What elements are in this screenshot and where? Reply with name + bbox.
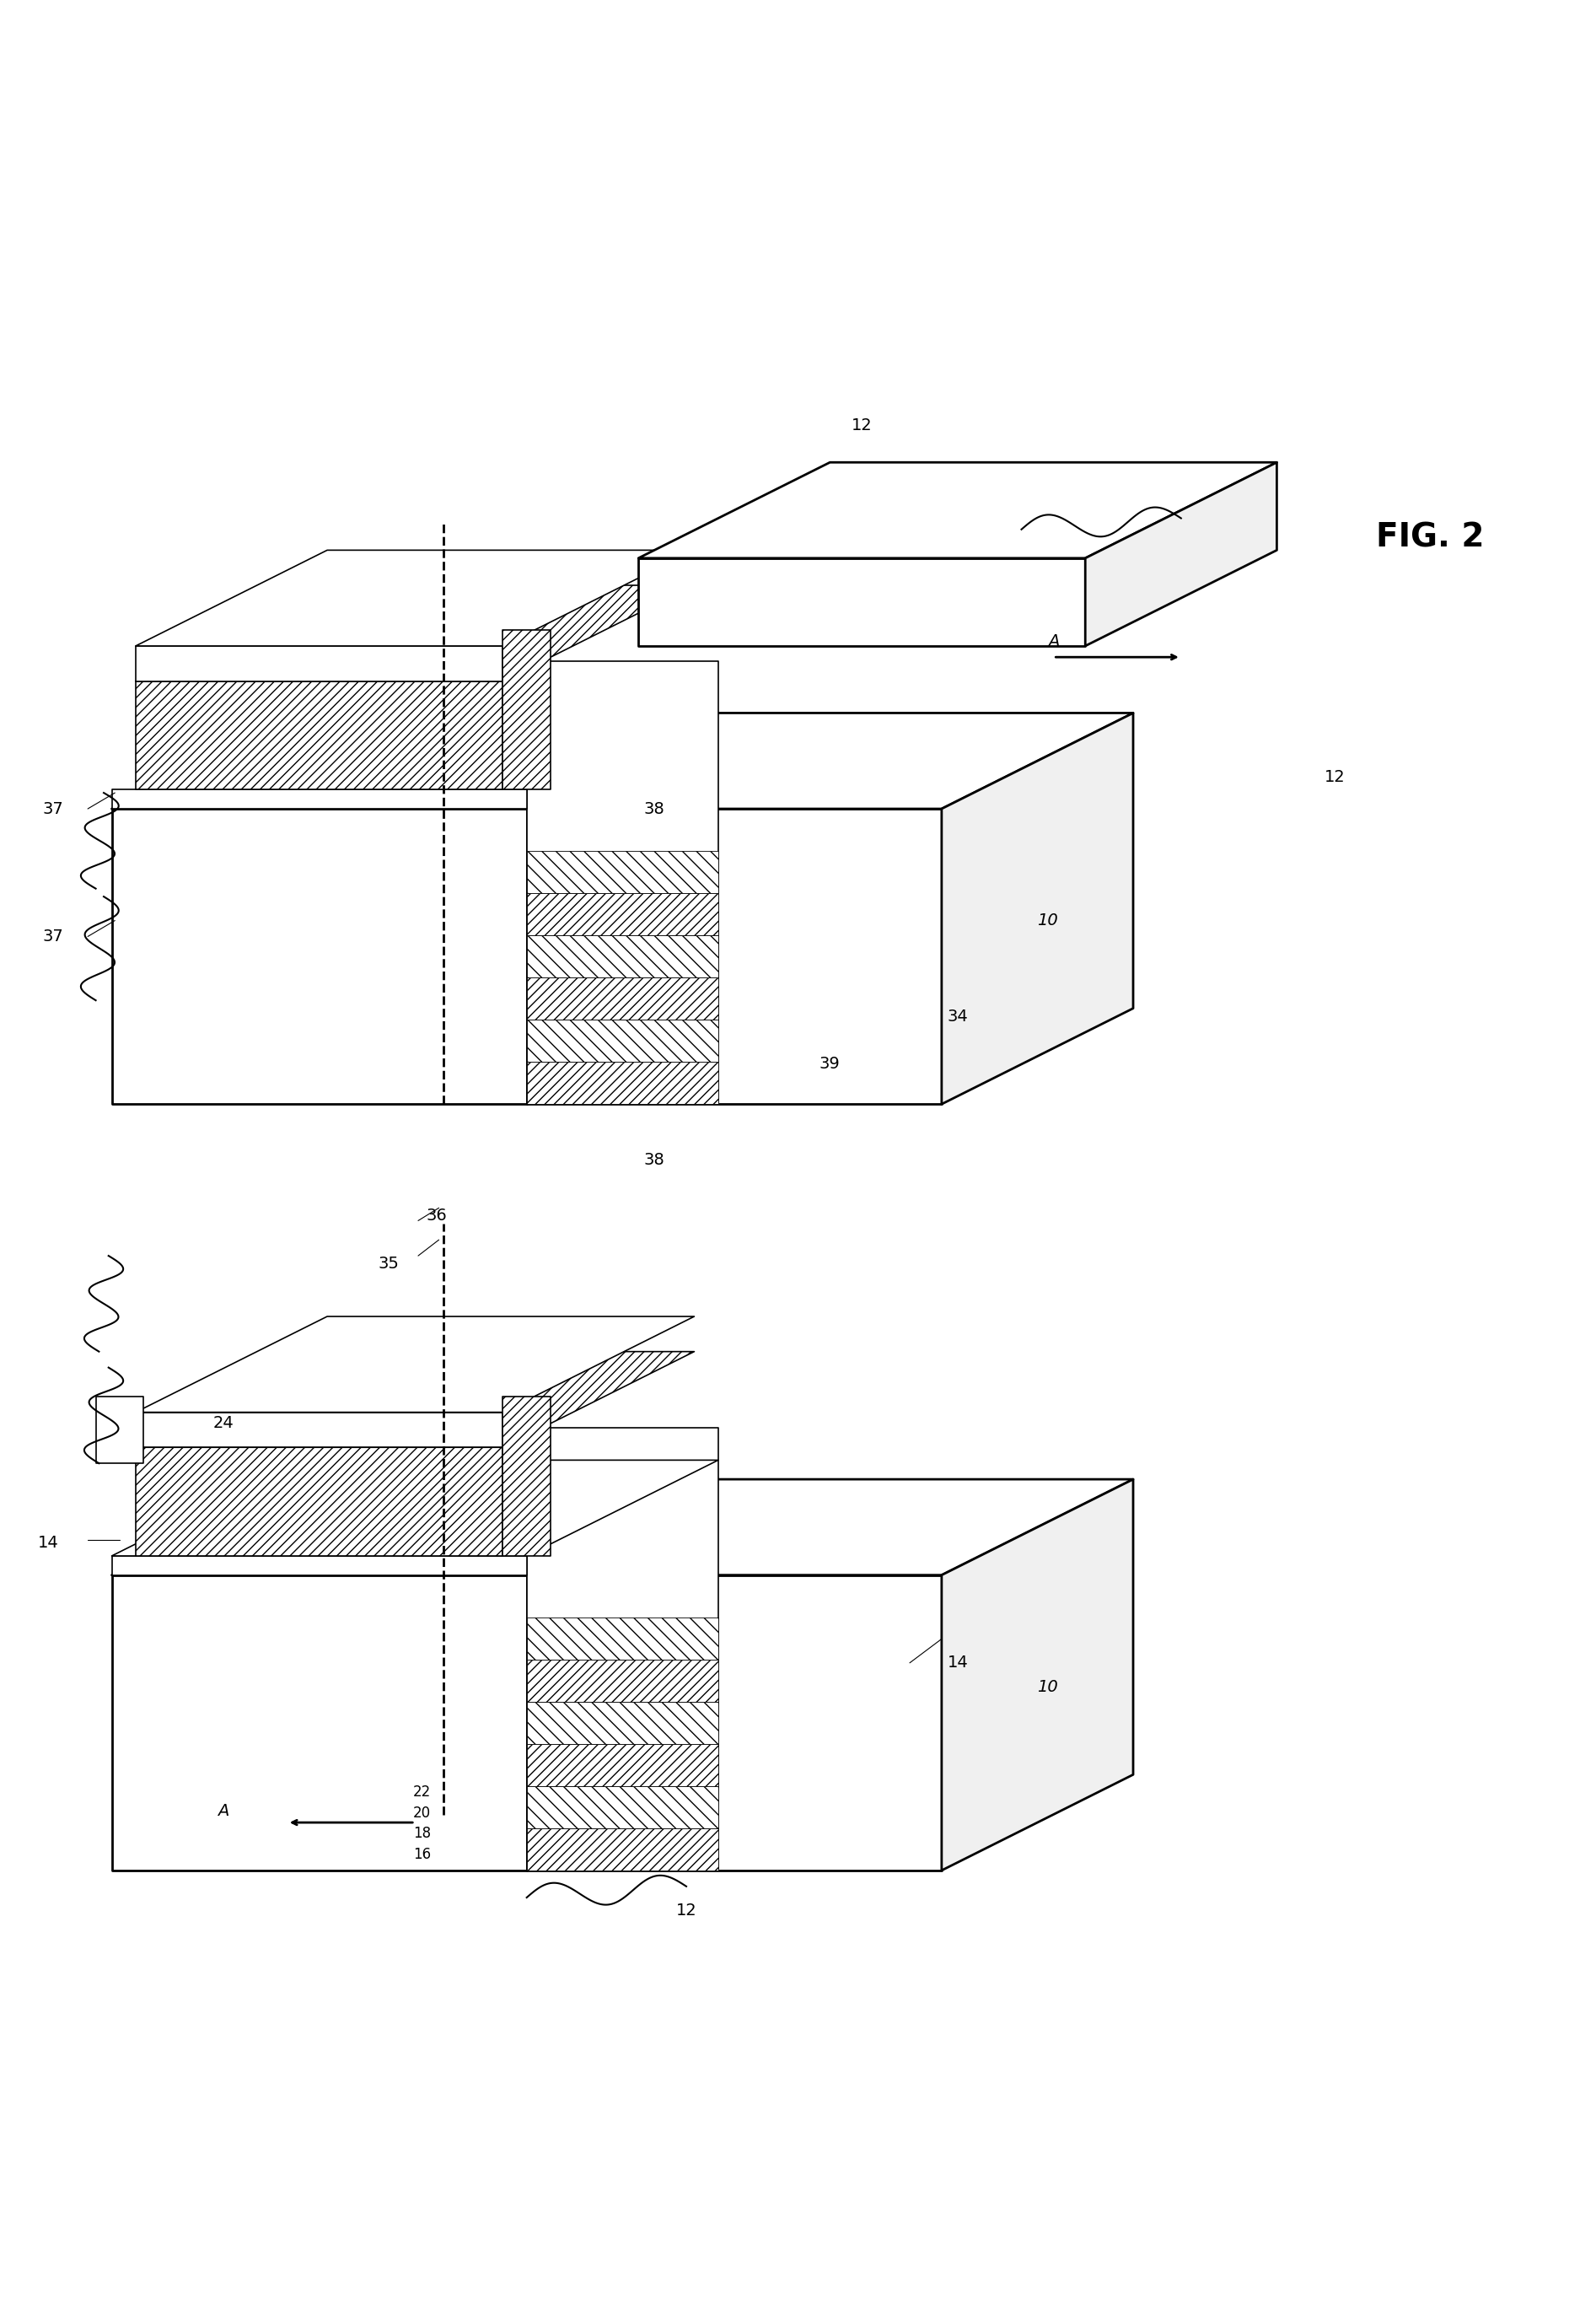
Polygon shape [527, 1021, 718, 1063]
Text: 37: 37 [43, 800, 64, 817]
Text: 39: 39 [819, 1056, 841, 1072]
Polygon shape [942, 1480, 1133, 1870]
Text: 37: 37 [43, 928, 64, 944]
Text: 12: 12 [675, 1902, 697, 1919]
Polygon shape [96, 1397, 144, 1464]
Polygon shape [136, 682, 503, 789]
Text: 10: 10 [1037, 912, 1058, 928]
Polygon shape [527, 977, 718, 1021]
Polygon shape [112, 1459, 718, 1557]
Polygon shape [527, 1745, 718, 1786]
Polygon shape [527, 1575, 942, 1870]
Polygon shape [527, 1786, 718, 1828]
Text: 35: 35 [378, 1255, 399, 1271]
Polygon shape [527, 935, 718, 977]
Text: 14: 14 [37, 1536, 59, 1552]
Polygon shape [1085, 462, 1277, 645]
Polygon shape [112, 1557, 527, 1575]
Polygon shape [136, 1353, 694, 1448]
Polygon shape [527, 810, 942, 1104]
Polygon shape [527, 1063, 718, 1104]
Text: 14: 14 [946, 1654, 969, 1670]
Polygon shape [503, 1397, 551, 1557]
Text: 16: 16 [413, 1847, 431, 1863]
Text: FIG. 2: FIG. 2 [1376, 522, 1484, 554]
Polygon shape [942, 712, 1133, 1104]
Polygon shape [112, 1575, 527, 1870]
Text: 24: 24 [212, 1415, 235, 1431]
Text: A: A [217, 1803, 230, 1819]
Text: 34: 34 [946, 1009, 969, 1025]
Polygon shape [503, 631, 551, 789]
Polygon shape [112, 789, 527, 810]
Polygon shape [112, 712, 718, 810]
Polygon shape [638, 462, 1277, 559]
Polygon shape [136, 550, 694, 645]
Polygon shape [527, 1480, 1133, 1575]
Polygon shape [527, 712, 1133, 810]
Polygon shape [112, 810, 527, 1104]
Polygon shape [527, 1659, 718, 1701]
Polygon shape [638, 559, 1085, 645]
Polygon shape [527, 851, 718, 893]
Text: 20: 20 [413, 1805, 431, 1821]
Polygon shape [112, 1480, 718, 1575]
Text: 36: 36 [426, 1209, 447, 1225]
Text: 12: 12 [1325, 768, 1345, 784]
Polygon shape [136, 585, 694, 682]
Text: 22: 22 [413, 1784, 431, 1800]
Text: 38: 38 [643, 800, 666, 817]
Text: 12: 12 [851, 418, 873, 434]
Polygon shape [136, 1413, 503, 1448]
Polygon shape [527, 661, 718, 1104]
Polygon shape [527, 1828, 718, 1870]
Polygon shape [527, 893, 718, 935]
Text: 38: 38 [643, 1153, 666, 1167]
Polygon shape [527, 1617, 718, 1659]
Text: 10: 10 [1037, 1680, 1058, 1696]
Polygon shape [527, 1701, 718, 1745]
Polygon shape [527, 1427, 718, 1870]
Text: 18: 18 [413, 1826, 431, 1842]
Polygon shape [136, 1315, 694, 1413]
Text: A: A [1047, 633, 1060, 650]
Polygon shape [136, 645, 503, 682]
Polygon shape [136, 1448, 503, 1557]
